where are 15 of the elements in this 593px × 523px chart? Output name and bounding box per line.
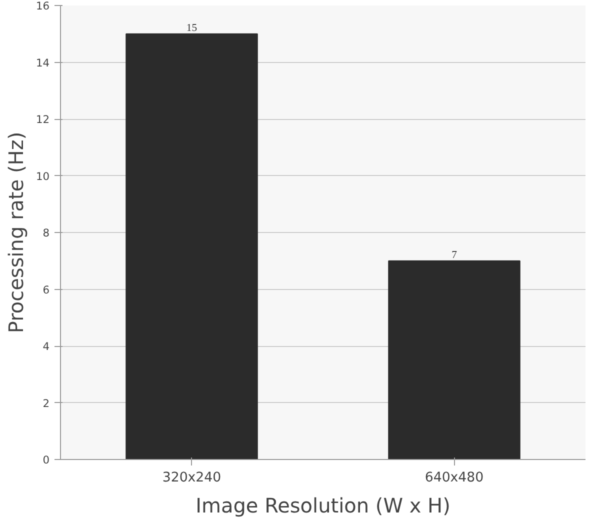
y-tick-label: 0: [42, 454, 50, 466]
y-tick-label: 12: [36, 113, 50, 126]
x-tick-label: 640x480: [424, 470, 484, 486]
y-tick-label: 16: [36, 0, 50, 12]
y-tick-label: 6: [42, 283, 50, 296]
y-tick-label: 8: [42, 226, 50, 240]
y-tick-label: 10: [36, 170, 50, 183]
x-axis-title: Image Resolution (W x H): [196, 494, 450, 518]
y-axis-title: Processing rate (Hz): [4, 132, 28, 334]
y-tick-label: 4: [42, 340, 50, 353]
y-tick-label: 14: [36, 56, 50, 70]
x-tick-label: 320x240: [162, 470, 222, 486]
y-tick-label: 2: [42, 396, 50, 410]
data-label: 15: [186, 22, 198, 34]
data-label: 7: [452, 250, 458, 261]
